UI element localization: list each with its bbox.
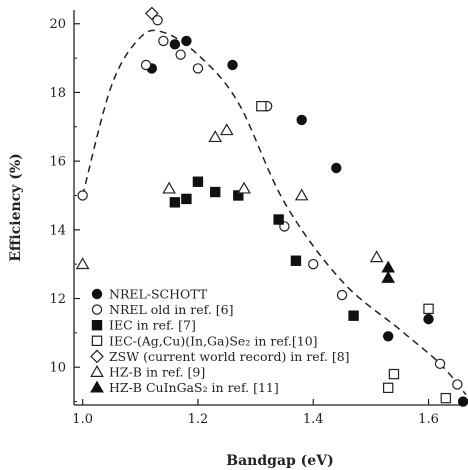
series-0 [146,35,468,407]
trend-line [81,29,467,396]
legend-marker [91,288,103,300]
legend-marker [90,380,104,393]
data-point [192,63,204,74]
x-axis-title: Bandgap (eV) [226,453,333,469]
data-point [296,114,307,126]
data-point [348,310,359,321]
y-axis-title: Efficiency (%) [8,153,24,262]
series-6 [381,260,396,283]
x-tick-label: 1.6 [418,412,439,427]
data-point [382,382,394,394]
series-4 [144,6,159,21]
data-point [336,289,348,301]
legend-marker [91,320,103,331]
legend-label: HZ-B CuInGaS₂ in ref. [11] [109,380,279,395]
series-5 [75,123,384,270]
data-point [382,331,394,342]
data-points-layer [75,6,468,407]
y-tick-label: 10 [49,361,66,376]
series-3 [256,100,452,404]
legend-marker [90,364,104,377]
legend-marker [91,335,103,347]
x-tick-label: 1.2 [188,412,209,427]
y-tick-label: 12 [49,292,66,307]
data-point [434,358,446,369]
plot-frame [73,10,466,406]
axis-ticks-layer: 1.0 1.2 1.4 1.6 10 12 14 16 18 20 [49,17,438,427]
data-point [273,214,284,225]
data-point [181,193,192,205]
data-point [381,270,396,283]
legend-label: NREL old in ref. [6] [109,302,233,317]
legend-label: NREL-SCHOTT [109,287,208,302]
data-point [162,181,176,194]
y-tick-label: 20 [49,17,66,32]
data-point [219,123,234,136]
data-point [144,6,159,21]
data-point [440,392,452,404]
data-point [210,186,221,198]
legend-marker [90,349,104,364]
legend-marker [91,304,103,315]
data-point [227,59,238,71]
data-point [169,197,181,208]
data-point [331,162,342,174]
data-point [381,260,396,273]
data-point [158,35,169,47]
data-point [452,379,463,390]
legend-label: IEC in ref. [7] [109,318,196,333]
data-point [423,313,434,325]
data-point [290,255,302,266]
data-point [294,188,309,201]
data-point [308,258,319,270]
data-point [369,250,384,263]
data-point [192,176,204,187]
data-point [233,190,244,201]
data-point [208,130,223,143]
series-1 [77,15,463,390]
data-point [77,190,88,201]
legend-label: IEC-(Ag,Cu)(In,Ga)Se₂ in ref.[10] [109,333,318,348]
data-point [181,35,192,47]
data-point [169,39,181,50]
data-point [388,368,400,380]
series-2 [169,176,359,321]
y-tick-label: 14 [49,223,66,238]
y-tick-label: 18 [49,86,66,101]
data-point [75,257,90,270]
data-point [423,303,434,315]
data-point [256,100,267,112]
data-point [457,396,468,407]
data-point [237,181,251,194]
legend-label: HZ-B in ref. [9] [109,365,205,380]
legend-label: ZSW (current world record) in ref. [8] [109,349,350,364]
data-point [152,15,163,26]
x-tick-label: 1.4 [303,412,324,427]
data-point [140,59,152,71]
x-tick-label: 1.0 [72,412,93,427]
y-tick-label: 16 [49,155,66,170]
data-point [175,49,186,60]
trend-line-layer [81,29,467,396]
